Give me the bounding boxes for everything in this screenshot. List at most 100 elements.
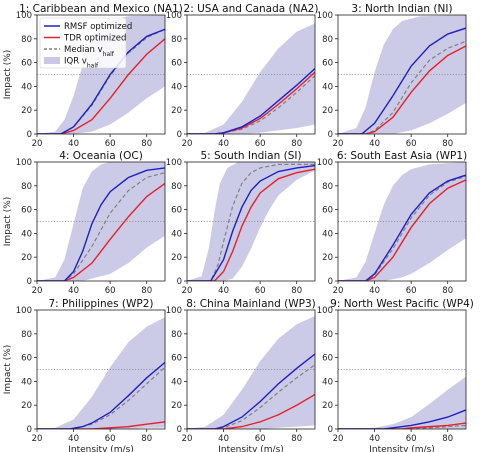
y-tick-label: 60 bbox=[171, 206, 182, 216]
x-tick-label: 40 bbox=[68, 434, 79, 444]
subplot-title: 7: Philippines (WP2) bbox=[48, 298, 153, 310]
y-tick-label: 40 bbox=[21, 229, 32, 239]
y-tick-label: 80 bbox=[171, 182, 182, 192]
x-tick-label: 60 bbox=[255, 139, 266, 149]
subplot-title: 3: North Indian (NI) bbox=[351, 3, 452, 15]
axes-frame bbox=[36, 14, 166, 135]
legend-label-subscript: half bbox=[87, 62, 99, 69]
x-tick-label: 20 bbox=[333, 286, 344, 296]
x-tick-label: 80 bbox=[442, 434, 453, 444]
y-tick-label: 100 bbox=[16, 306, 32, 316]
tdr-curve bbox=[187, 393, 315, 429]
plot-area bbox=[338, 15, 466, 134]
x-tick-label: 20 bbox=[333, 434, 344, 444]
x-tick-label: 60 bbox=[406, 434, 417, 444]
x-tick-label: 60 bbox=[255, 434, 266, 444]
iqr-band bbox=[187, 162, 315, 281]
legend-label-median: Median vhalf bbox=[64, 45, 115, 58]
y-tick-label: 20 bbox=[322, 106, 333, 116]
median-curve bbox=[187, 163, 315, 281]
y-tick-label: 40 bbox=[21, 377, 32, 387]
subplot-title: 6: South East Asia (WP1) bbox=[337, 150, 467, 162]
subplot-title: 1: Caribbean and Mexico (NA1) bbox=[19, 3, 183, 15]
y-tick-label: 40 bbox=[171, 82, 182, 92]
x-tick-label: 40 bbox=[369, 434, 380, 444]
y-tick-label: 80 bbox=[322, 330, 333, 340]
x-tick-label: 60 bbox=[406, 286, 417, 296]
axes-frame bbox=[337, 309, 467, 430]
x-tick-label: 60 bbox=[105, 286, 116, 296]
y-tick-label: 0 bbox=[328, 425, 333, 435]
x-tick-label: 20 bbox=[32, 286, 43, 296]
y-tick-label: 60 bbox=[171, 354, 182, 364]
plot-area bbox=[37, 15, 165, 134]
axes-frame bbox=[186, 14, 316, 135]
x-tick-label: 60 bbox=[105, 434, 116, 444]
x-tick-label: 80 bbox=[442, 286, 453, 296]
axes-frame bbox=[36, 309, 166, 430]
y-tick-label: 60 bbox=[322, 59, 333, 69]
y-tick-label: 40 bbox=[21, 82, 32, 92]
x-tick-label: 80 bbox=[291, 139, 302, 149]
x-tick-label: 20 bbox=[182, 139, 193, 149]
y-tick-label: 100 bbox=[16, 11, 32, 21]
iqr-band bbox=[338, 162, 466, 281]
iqr-band bbox=[338, 15, 466, 134]
plot-area bbox=[37, 317, 165, 429]
y-tick-label: 80 bbox=[171, 35, 182, 45]
y-tick-label: 40 bbox=[322, 377, 333, 387]
rmsf-curve bbox=[37, 28, 165, 134]
y-axis-label: Impact (%) bbox=[3, 345, 13, 395]
plot-area bbox=[187, 315, 315, 429]
x-axis-label: Intensity (m/s) bbox=[369, 445, 435, 452]
y-tick-label: 100 bbox=[317, 11, 333, 21]
subplot-title: 5: South Indian (SI) bbox=[200, 150, 301, 162]
y-tick-label: 60 bbox=[21, 354, 32, 364]
x-axis-label: Intensity (m/s) bbox=[218, 445, 284, 452]
x-tick-label: 60 bbox=[105, 139, 116, 149]
y-tick-label: 80 bbox=[21, 35, 32, 45]
axes-frame bbox=[186, 161, 316, 282]
rmsf-curve bbox=[338, 409, 466, 429]
axes-frame bbox=[337, 14, 467, 135]
iqr-band bbox=[37, 15, 165, 134]
y-tick-label: 20 bbox=[21, 106, 32, 116]
median-curve bbox=[338, 424, 466, 429]
y-tick-label: 60 bbox=[171, 59, 182, 69]
y-tick-label: 100 bbox=[317, 306, 333, 316]
y-axis-label: Impact (%) bbox=[3, 50, 13, 100]
x-tick-label: 80 bbox=[141, 434, 152, 444]
y-tick-label: 100 bbox=[166, 158, 182, 168]
x-tick-label: 60 bbox=[255, 286, 266, 296]
iqr-band bbox=[187, 315, 315, 429]
plot-area bbox=[187, 162, 315, 281]
plot-area bbox=[37, 162, 165, 281]
y-tick-label: 20 bbox=[171, 401, 182, 411]
legend-label-rmsf: RMSF optimized bbox=[64, 22, 132, 32]
x-tick-label: 20 bbox=[333, 139, 344, 149]
legend-box bbox=[39, 17, 127, 69]
x-tick-label: 80 bbox=[141, 139, 152, 149]
iqr-band bbox=[338, 376, 466, 429]
rmsf-curve bbox=[338, 27, 466, 134]
x-tick-label: 20 bbox=[182, 286, 193, 296]
tdr-curve bbox=[37, 421, 165, 429]
y-tick-label: 60 bbox=[21, 206, 32, 216]
legend-label-tdr: TDR optimized bbox=[63, 34, 126, 44]
y-tick-label: 0 bbox=[328, 277, 333, 287]
plot-area bbox=[338, 162, 466, 281]
subplot-title: 2: USA and Canada (NA2) bbox=[184, 3, 319, 15]
x-tick-label: 40 bbox=[369, 286, 380, 296]
y-tick-label: 20 bbox=[171, 253, 182, 263]
subplot-title: 4: Oceania (OC) bbox=[59, 150, 143, 162]
y-tick-label: 0 bbox=[177, 130, 182, 140]
y-tick-label: 40 bbox=[171, 229, 182, 239]
plot-area bbox=[187, 23, 315, 134]
y-tick-label: 100 bbox=[16, 158, 32, 168]
